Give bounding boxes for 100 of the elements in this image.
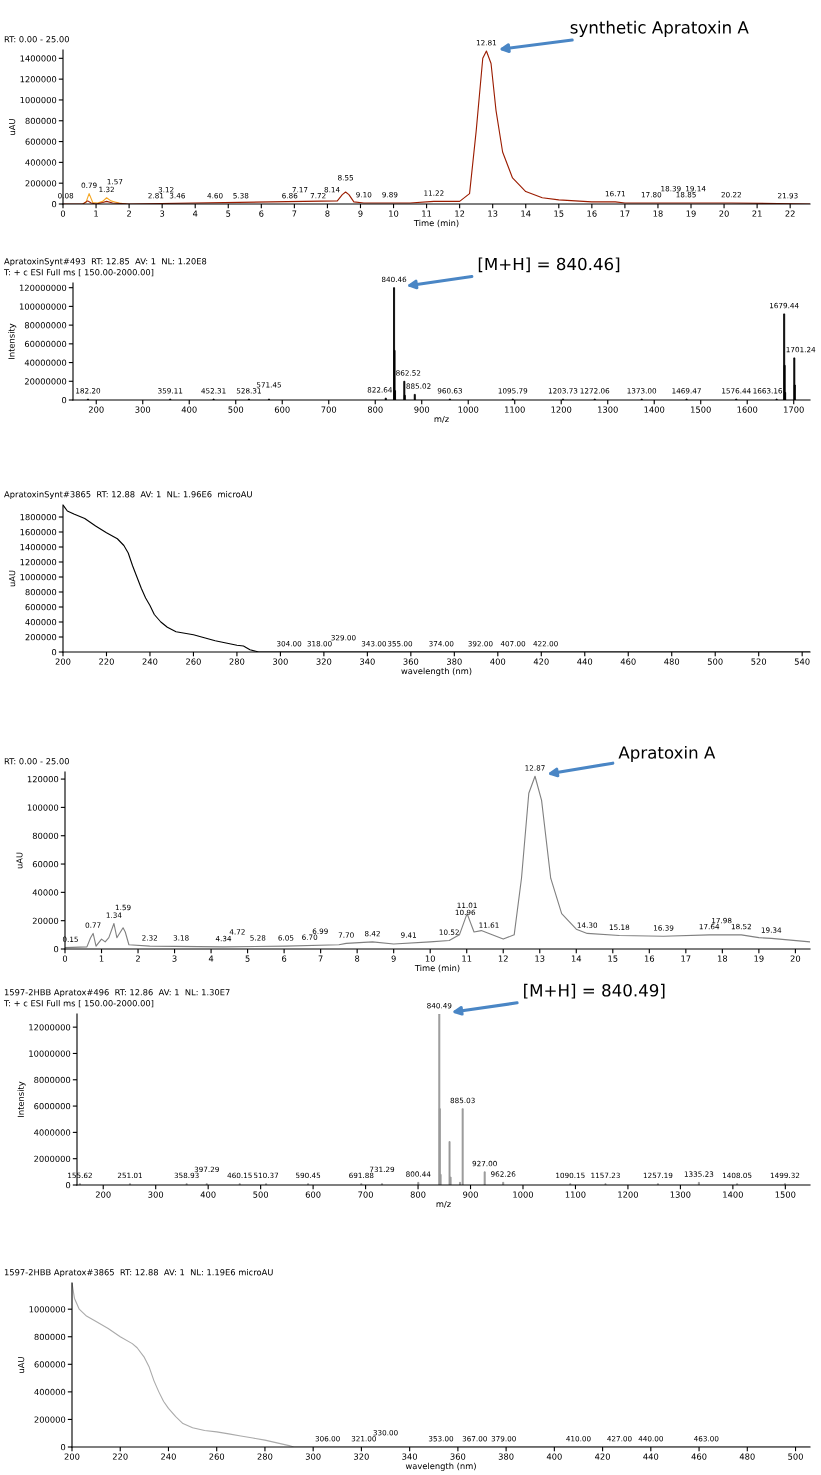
x-tick-label: 19 [754,955,764,962]
x-tick-label: 1600 [737,406,758,413]
x-tick-label: 340 [360,658,375,665]
x-tick-label: 13 [488,210,498,217]
x-tick-label: 19 [686,210,696,217]
x-tick-label: 17 [681,955,691,962]
y-tick-label: 400000 [34,1388,66,1396]
y-tick-label: 600000 [25,138,57,145]
x-tick-label: 4 [192,210,198,217]
text: synthetic Apratoxin A [570,20,749,37]
chart-title: ApratoxinSynt#3865 RT: 12.88 AV: 1 NL: 1.96E6 microAU [4,490,252,499]
y-tick-label: 0 [66,1181,71,1189]
x-tick-label: 21 [752,210,762,217]
y-tick-label: 10000000 [29,1050,71,1057]
x-tick-label: 320 [316,658,332,665]
x-tick-label: 800 [410,1191,426,1198]
y-tick-label: 6000000 [34,1103,71,1110]
x-tick-label: 5 [245,955,250,962]
y-tick-label: 40000000 [24,359,67,366]
y-tick-label: 12000000 [29,1024,71,1031]
x-tick-label: 10 [425,955,435,962]
x-tick-label: 300 [135,406,151,413]
x-tick-label: 2 [127,210,131,217]
y-tick-label: 1200000 [20,558,57,566]
y-tick-label: 800000 [25,588,57,596]
y-tick-label: 1000000 [20,573,57,581]
x-tick-label: 9 [391,955,396,962]
x-tick-label: 16 [587,210,597,217]
x-tick-label: 340 [402,1453,418,1460]
x-tick-label: 300 [148,1191,164,1198]
x-tick-label: 200 [95,1191,111,1198]
x-tick-label: 500 [253,1191,269,1198]
x-tick-label: 14 [521,210,531,217]
x-tick-label: 1000 [513,1191,534,1198]
x-tick-label: 2 [136,955,140,962]
x-tick-label: 1400 [644,406,665,413]
x-tick-label: 460 [691,1453,707,1460]
x-axis-title: wavelength (nm) [401,667,472,676]
y-tick-label: 0 [62,396,67,404]
x-tick-label: 400 [200,1191,216,1198]
x-tick-label: 10 [389,210,399,217]
y-tick-label: 60000 [32,861,59,868]
x-tick-label: 440 [577,658,593,665]
x-axis-title: m/z [434,415,449,423]
y-axis-title: uAU [16,852,23,869]
x-tick-label: 700 [321,406,337,413]
x-tick-label: 220 [99,658,114,665]
x-tick-label: 1100 [565,1191,586,1198]
y-tick-label: 80000 [32,832,59,839]
x-tick-label: 480 [739,1453,755,1460]
x-tick-label: 400 [546,1453,562,1460]
y-axis-title: uAU [18,1357,25,1373]
chart-subtitle: T: + c ESI Full ms [ 150.00-2000.00] [3,999,154,1008]
text: [M+H] = 840.46] [478,257,620,273]
x-tick-label: 1700 [784,406,804,413]
x-tick-label: 440 [643,1453,659,1460]
x-tick-label: 1300 [670,1191,691,1198]
x-tick-label: 1500 [691,406,711,413]
x-axis-title: Time (min) [413,219,459,228]
x-tick-label: 360 [403,658,419,665]
y-tick-label: 0 [61,1443,66,1451]
y-tick-label: 4000000 [34,1129,71,1136]
x-tick-label: 12 [455,210,465,217]
chart-title: RT: 0.00 - 25.00 [4,758,69,765]
y-tick-label: 100000 [27,804,59,811]
x-tick-label: 1300 [598,406,618,413]
x-tick-label: 900 [463,1191,478,1198]
y-axis-title: uAU [9,119,16,135]
y-tick-label: 1000000 [20,96,57,104]
x-tick-label: 20 [719,210,729,217]
chart-title: RT: 0.00 - 25.00 [4,36,69,43]
x-tick-label: 13 [535,955,545,962]
x-tick-label: 240 [142,658,158,665]
x-tick-label: 15 [554,210,564,217]
x-tick-label: 1 [99,955,104,962]
x-tick-label: 1500 [775,1191,796,1198]
y-tick-label: 200000 [25,633,57,641]
x-tick-label: 540 [794,658,810,665]
y-tick-label: 0 [52,648,57,656]
x-tick-label: 200 [64,1453,80,1460]
x-tick-label: 7 [318,955,323,962]
x-tick-label: 600 [274,406,290,413]
y-tick-label: 800000 [25,117,57,125]
x-tick-label: 280 [257,1453,273,1460]
y-tick-label: 1400000 [20,55,57,62]
x-tick-label: 1200 [551,406,572,413]
y-tick-label: 1800000 [20,513,57,521]
x-tick-label: 11 [462,955,472,962]
y-tick-label: 1600000 [20,528,57,536]
x-tick-label: 360 [450,1453,466,1460]
x-tick-label: 1000 [458,406,479,413]
x-tick-label: 7 [292,210,297,217]
x-tick-label: 300 [273,658,288,665]
y-tick-label: 120000 [27,776,59,783]
x-tick-label: 320 [354,1453,369,1460]
y-tick-label: 600000 [34,1361,66,1368]
x-tick-label: 600 [305,1191,321,1198]
x-tick-label: 220 [112,1453,128,1460]
x-tick-label: 260 [209,1453,225,1460]
x-tick-label: 480 [664,658,680,665]
